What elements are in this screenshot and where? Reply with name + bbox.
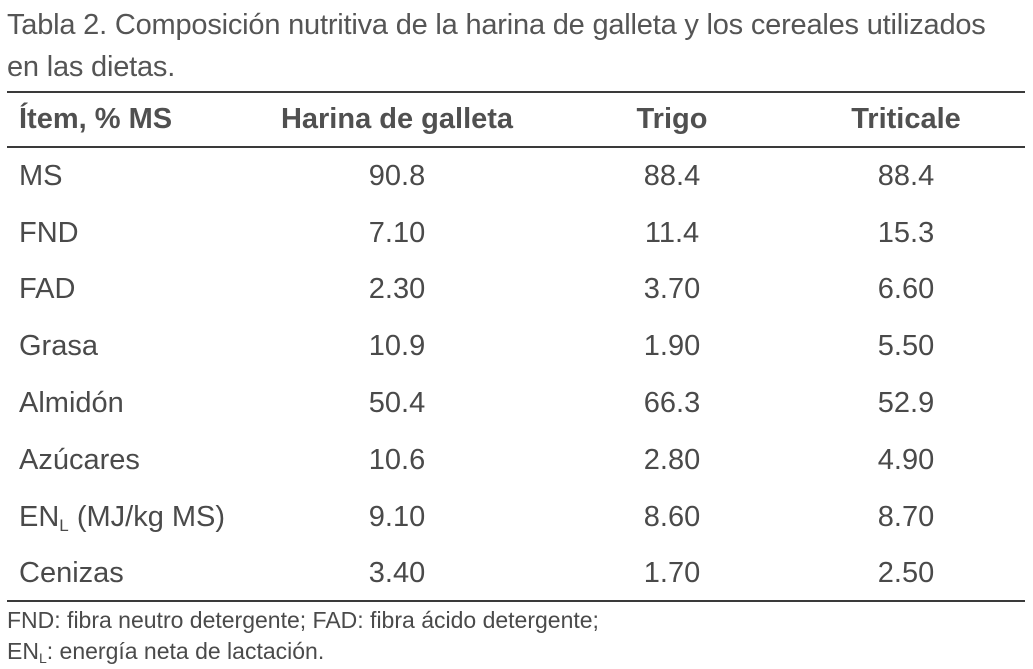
table-row: FAD 2.30 3.70 6.60 [7, 262, 1025, 319]
cell-harina: 7.10 [368, 216, 426, 249]
nutrition-table: Ítem, % MS Harina de galleta Trigo Triti… [7, 93, 1025, 589]
table-row: FND 7.10 11.4 15.3 [7, 205, 1025, 262]
cell-triticale: 2.50 [877, 557, 935, 590]
row-label: Azúcares [19, 443, 140, 476]
cell-harina: 10.6 [368, 443, 426, 476]
row-label: FND [19, 216, 79, 249]
table-body: MS 90.8 88.4 88.4 FND 7.10 11.4 15.3 FAD… [7, 148, 1025, 602]
cell-trigo: 1.70 [643, 557, 701, 590]
cell-trigo: 11.4 [644, 216, 700, 249]
row-label: Grasa [19, 330, 98, 363]
cell-triticale: 6.60 [877, 273, 935, 306]
cell-trigo: 3.70 [643, 273, 701, 306]
cell-triticale: 88.4 [877, 159, 935, 192]
row-label: FAD [19, 273, 76, 306]
cell-triticale: 52.9 [877, 387, 935, 420]
header-trigo: Trigo [636, 103, 708, 135]
row-label: ENL (MJ/kg MS) [19, 500, 226, 535]
cell-harina: 3.40 [368, 557, 426, 590]
cell-trigo: 88.4 [643, 159, 701, 192]
cell-harina: 10.9 [368, 330, 426, 363]
footnote-line-1: FND: fibra neutro detergente; FAD: fibra… [7, 607, 599, 633]
cell-harina: 9.10 [368, 500, 426, 533]
cell-trigo: 1.90 [643, 330, 701, 363]
cell-triticale: 4.90 [877, 443, 935, 476]
footnote-line-2: ENL: energía neta de lactación. [7, 638, 325, 666]
table-row: Almidón 50.4 66.3 52.9 [7, 375, 1025, 432]
row-label: MS [19, 159, 63, 192]
row-label: Cenizas [19, 557, 124, 590]
cell-trigo: 8.60 [643, 500, 701, 533]
table-row: MS 90.8 88.4 88.4 [7, 148, 1025, 205]
cell-triticale: 15.3 [877, 216, 935, 249]
table-footnote: FND: fibra neutro detergente; FAD: fibra… [7, 605, 1025, 667]
table-row: Grasa 10.9 1.90 5.50 [7, 318, 1025, 375]
table-header-row: Ítem, % MS Harina de galleta Trigo Triti… [7, 93, 1025, 146]
cell-triticale: 5.50 [877, 330, 935, 363]
table-bottom-rule [7, 600, 1025, 602]
table-top-rule [7, 91, 1025, 93]
cell-triticale: 8.70 [877, 500, 935, 533]
row-label: Almidón [19, 387, 124, 420]
cell-trigo: 66.3 [643, 387, 701, 420]
cell-harina: 90.8 [368, 159, 426, 192]
cell-trigo: 2.80 [643, 443, 701, 476]
header-triticale: Triticale [851, 103, 961, 135]
header-harina: Harina de galleta [280, 103, 514, 135]
table-title: Tabla 2. Composición nutritiva de la har… [7, 9, 986, 83]
header-item: Ítem, % MS [19, 103, 173, 135]
cell-harina: 50.4 [368, 387, 426, 420]
table-row: Azúcares 10.6 2.80 4.90 [7, 432, 1025, 489]
table-row: ENL (MJ/kg MS) 9.10 8.60 8.70 [7, 489, 1025, 546]
table-header-rule [7, 146, 1025, 148]
table-row: Cenizas 3.40 1.70 2.50 [7, 546, 1025, 603]
cell-harina: 2.30 [368, 273, 426, 306]
